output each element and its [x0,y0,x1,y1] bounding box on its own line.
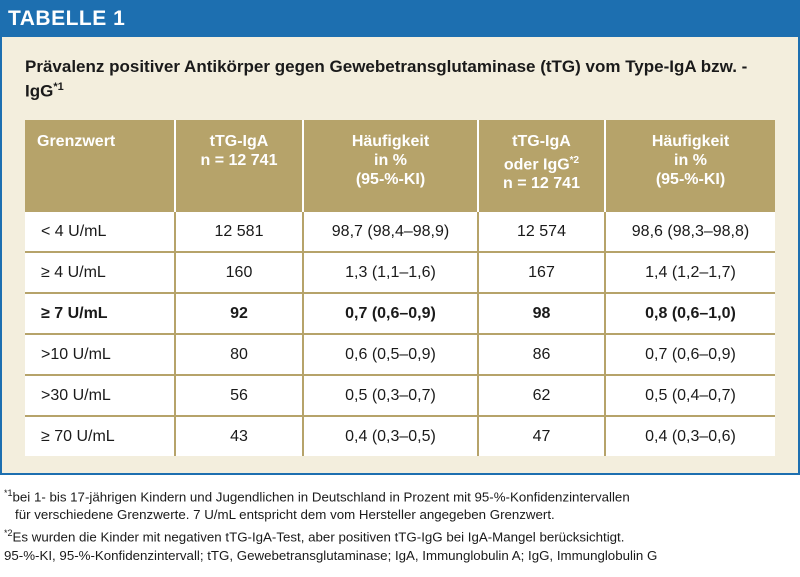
table-cell: 0,7 (0,6–0,9) [303,292,479,334]
footnote-2-marker: *2 [4,528,13,539]
column-header-3: tTG-IgA oder IgG*2 n = 12 741 [478,120,606,211]
column-header-line: (95-%-KI) [655,171,726,188]
table-cell: 56 [175,374,304,416]
footnote-2-line-1: *2Es wurden die Kinder mit negativen tTG… [4,524,796,546]
table-cell: 0,4 (0,3–0,6) [605,415,775,456]
header-title: TABELLE 1 [8,7,126,30]
column-header-2: Häufigkeit in % (95-%-KI) [303,120,479,211]
table-cell: 43 [175,415,304,456]
table-row: ≥ 7 U/mL 92 0,7 (0,6–0,9) 98 0,8 (0,6–1,0) [25,292,775,334]
table-row: < 4 U/mL 12 581 98,7 (98,4–98,9) 12 574 98,6… [25,210,775,252]
footnote-1-line-2: für verschiedene Grenzwerte. 7 U/mL ents… [15,507,555,523]
table-cell: 86 [478,333,606,375]
table-cell: 1,4 (1,2–1,7) [605,251,775,293]
column-header-line: (95-%-KI) [355,171,426,188]
table-cell: 98,6 (98,3–98,8) [605,210,775,252]
table-row: >10 U/mL 80 0,6 (0,5–0,9) 86 0,7 (0,6–0,9) [25,333,775,375]
column-header-1: tTG-IgA n = 12 741 [175,120,304,211]
column-header-line: Grenzwert [37,133,116,150]
table-cell: 62 [478,374,606,416]
table-cell: >10 U/mL [25,333,176,375]
column-header-line: oder IgG [503,156,570,174]
column-header-line: tTG-IgA [512,133,571,150]
column-header-line: n = 12 741 [503,175,580,193]
table-cell: 0,6 (0,5–0,9) [303,333,479,375]
table-cell: 0,7 (0,6–0,9) [605,333,775,375]
table-cell: ≥ 70 U/mL [25,415,176,456]
column-header-line: in % [374,152,407,169]
table-cell: 0,4 (0,3–0,5) [303,415,479,456]
footnote-1-text-line-1: bei 1- bis 17-jährigen Kindern und Jugen… [12,489,630,505]
column-header-footnote-marker: *2 [569,155,580,166]
table-row: >30 U/mL 56 0,5 (0,3–0,7) 62 0,5 (0,4–0,7) [25,374,775,416]
table-cell: >30 U/mL [25,374,176,416]
table-cell: 0,5 (0,4–0,7) [605,374,775,416]
footnotes: *1bei 1- bis 17-jährigen Kindern und Jug… [4,484,796,565]
column-header-line: Häufigkeit [351,133,430,150]
footnote-2-text: Es wurden die Kinder mit negativen tTG-I… [12,529,625,545]
table-body: < 4 U/mL 12 581 98,7 (98,4–98,9) 12 574 98,6… [25,210,775,456]
footnote-1-marker: *1 [4,488,13,498]
table-title-text: Prävalenz positiver Antikörper gegen Gew… [25,57,748,101]
table-title-footnote-marker: *1 [53,81,64,93]
table-cell: 167 [478,251,606,293]
table-cell: 160 [175,251,304,293]
table-cell: 98,7 (98,4–98,9) [303,210,479,252]
header-bar: TABELLE 1 [0,0,800,37]
column-header-0: Grenzwert [25,120,176,211]
table-cell: ≥ 4 U/mL [25,251,176,293]
table-cell: 12 581 [175,210,304,252]
table-cell: ≥ 7 U/mL [25,292,176,334]
table-cell: 98 [478,292,606,334]
table-cell: 0,8 (0,6–1,0) [605,292,775,334]
footnote-abbreviations: 95-%-KI, 95-%-Konfidenzintervall; tTG, G… [4,547,658,563]
table-cell: 1,3 (1,1–1,6) [303,251,479,293]
table-row: ≥ 4 U/mL 160 1,3 (1,1–1,6) 167 1,4 (1,2–1,7) [25,251,775,293]
table-cell: 92 [175,292,304,334]
table-cell: 0,5 (0,3–0,7) [303,374,479,416]
table-cell: 12 574 [478,210,606,252]
data-table: Grenzwert tTG-IgA n = 12 741 Häufigkeit in %… [25,120,775,456]
column-header-line: n = 12 741 [200,152,278,169]
column-header-line: in % [674,152,707,169]
table-row: ≥ 70 U/mL 43 0,4 (0,3–0,5) 47 0,4 (0,3–0,6) [25,415,775,456]
footnote-1-line-1: *1bei 1- bis 17-jährigen Kindern und Jug… [4,484,796,506]
table-cell: 80 [175,333,304,375]
column-header-line: Häufigkeit [651,133,730,150]
column-header-line: tTG-IgA [209,133,269,150]
table-cell: 47 [478,415,606,456]
table-header-row: Grenzwert tTG-IgA n = 12 741 Häufigkeit in %… [25,120,775,211]
table-title: Prävalenz positiver Antikörper gegen Gew… [25,57,775,102]
column-header-4: Häufigkeit in % (95-%-KI) [605,120,775,211]
table-cell: < 4 U/mL [25,210,176,252]
